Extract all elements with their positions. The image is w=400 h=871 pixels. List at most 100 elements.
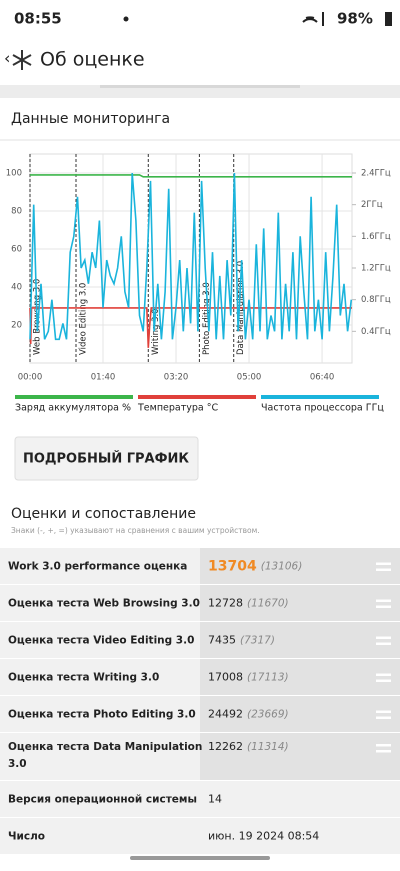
row-value-cell <box>200 696 400 733</box>
back-button[interactable]: ‹ <box>4 49 10 68</box>
row-value-text: 7435 <box>208 634 236 647</box>
x-tick-label: 06:40 <box>310 373 335 383</box>
y-tick-label: 100 <box>6 169 22 179</box>
row-compare: (17113) <box>247 672 289 684</box>
equal-icon <box>376 636 391 639</box>
legend-swatch <box>138 395 256 399</box>
legend-swatch <box>15 395 133 399</box>
equal-icon <box>376 679 391 682</box>
row-compare: (11314) <box>247 741 289 753</box>
detail-button-label[interactable]: ПОДРОБНЫЙ ГРАФИК <box>23 451 189 467</box>
row-label: Work 3.0 performance оценка <box>8 561 187 573</box>
monitoring-chart: 20 40 60 80 100 0.4ГГц 0.8ГГц 1.2ГГц 1.6ГГц 2ГГц 2… <box>6 153 391 414</box>
equal-icon <box>376 710 391 713</box>
nav-bar <box>130 856 270 860</box>
legend-label: Заряд аккумулятора % <box>15 403 131 414</box>
status-battery: 98% <box>337 10 373 28</box>
x-tick-label: 05:00 <box>237 373 262 383</box>
y2-tick-label: 2ГГц <box>361 200 383 210</box>
scores-table: Work 3.0 performance оценка 13704 (13106) О… <box>0 548 400 856</box>
row-value: 12262 (11314) <box>208 740 289 753</box>
equal-icon <box>376 716 391 719</box>
row-value: 12728 (11670) <box>208 597 289 610</box>
row-value-cell <box>200 659 400 696</box>
divider <box>0 85 400 98</box>
row-compare: (7317) <box>240 635 275 647</box>
y-tick-label: 80 <box>11 207 22 217</box>
y2-tick-label: 1.2ГГц <box>361 264 391 274</box>
row-value: 24492 (23669) <box>208 708 289 721</box>
row-value: 7435 (7317) <box>208 634 275 647</box>
series-line <box>29 172 353 341</box>
row-value-cell <box>200 818 400 855</box>
detail-button[interactable] <box>14 436 199 481</box>
y2-tick-label: 1.6ГГц <box>361 232 391 242</box>
scores-title: Оценки и сопоставление <box>11 506 196 522</box>
row-value-text: 13704 <box>208 559 257 575</box>
monitoring-title: Данные мониторинга <box>11 111 170 127</box>
row-compare: (13106) <box>261 561 303 573</box>
equal-icon <box>376 673 391 676</box>
row-label: Число <box>8 831 45 843</box>
scores-note: Знаки (-, +, =) указывают на сравнения с… <box>11 526 260 535</box>
row-value-cell <box>200 733 400 781</box>
row-label: Оценка теста Photo Editing 3.0 <box>8 709 196 721</box>
row-value-cell <box>200 585 400 622</box>
row-label-cell <box>0 622 200 659</box>
legend-label: Частота процессора ГГц <box>261 403 384 414</box>
x-tick-label: 00:00 <box>18 373 43 383</box>
row-label-cell <box>0 733 200 781</box>
status-dot <box>123 16 129 22</box>
wifi-icon <box>302 16 318 23</box>
equal-icon <box>376 744 391 747</box>
row-value-cell <box>200 548 400 585</box>
row-label-cell <box>0 585 200 622</box>
row-value-text: 12262 <box>208 740 243 753</box>
equal-icon <box>376 605 391 608</box>
row-compare: (11670) <box>247 598 289 610</box>
test-marker-label: Photo Editing 3.0 <box>202 282 212 355</box>
row-value-text: 24492 <box>208 708 243 721</box>
status-time: 08:55 <box>14 10 62 28</box>
row-value-text: 17008 <box>208 671 243 684</box>
legend-swatch <box>261 395 379 399</box>
equal-icon <box>376 562 391 565</box>
row-value-text: июн. 19 2024 08:54 <box>208 830 319 843</box>
row-label-cell <box>0 696 200 733</box>
legend-label: Температура °C <box>137 403 218 414</box>
row-value-cell <box>200 622 400 659</box>
row-value: 17008 (17113) <box>208 671 289 684</box>
y2-tick-label: 0.8ГГц <box>361 295 391 305</box>
battery-icon <box>385 12 392 26</box>
row-label-cell <box>0 548 200 585</box>
row-value-cell <box>200 781 400 818</box>
test-marker-label: Video Editing 3.0 <box>79 283 89 355</box>
row-value-text: 12728 <box>208 597 243 610</box>
equal-icon <box>376 642 391 645</box>
test-marker-label: Writing 3.0 <box>151 308 161 355</box>
row-label-cell <box>0 818 200 855</box>
equal-icon <box>376 750 391 753</box>
row-label: Оценка теста Video Editing 3.0 <box>8 635 194 647</box>
row-label: Оценка теста Web Browsing 3.0 <box>8 598 200 610</box>
row-value-text: 14 <box>208 793 222 806</box>
row-label: Версия операционной системы <box>8 794 197 806</box>
row-value: июн. 19 2024 08:54 <box>208 830 319 843</box>
series-line <box>30 174 352 178</box>
x-tick-label: 03:20 <box>164 373 189 383</box>
plot-area <box>29 153 353 364</box>
row-label: Оценка теста Data Manipulation 3.0 <box>8 741 202 770</box>
equal-icon <box>376 568 391 571</box>
row-value: 14 <box>208 793 222 806</box>
header-title: Об оценке <box>40 49 145 71</box>
row-label-text: Оценка теста Data Manipulation <box>8 741 202 753</box>
equal-icon <box>376 599 391 602</box>
y2-tick-label: 2.4ГГц <box>361 169 391 179</box>
row-value: 13704 (13106) <box>208 559 302 575</box>
y-tick-label: 40 <box>11 283 22 293</box>
y-tick-label: 20 <box>11 321 22 331</box>
tab-indicator <box>100 85 300 88</box>
row-label: Оценка теста Writing 3.0 <box>8 672 159 684</box>
y2-tick-label: 0.4ГГц <box>361 327 391 337</box>
